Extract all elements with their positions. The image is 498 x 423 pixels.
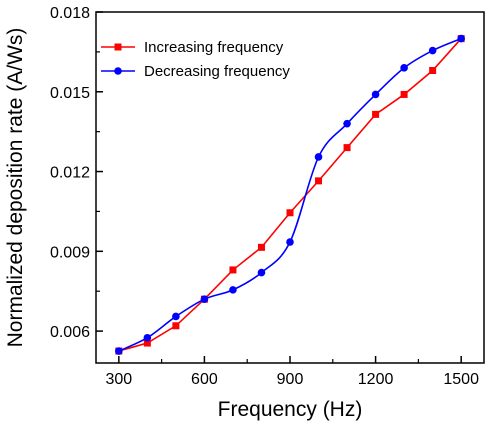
y-axis-title: Normalized deposition rate (A/Ws) <box>4 28 27 348</box>
data-point <box>457 34 465 43</box>
y-tick-label: 0.015 <box>50 85 90 102</box>
data-point <box>286 209 294 217</box>
minor-ticks <box>96 51 419 363</box>
data-point <box>172 322 180 330</box>
data-point <box>428 46 437 55</box>
data-point <box>229 286 237 294</box>
data-point <box>343 119 351 128</box>
data-point <box>229 266 237 274</box>
legend-item: Decreasing frequency <box>101 63 290 80</box>
data-point <box>400 64 408 72</box>
series-decreasing <box>115 34 465 355</box>
data-point <box>115 347 123 355</box>
x-tick-label: 1500 <box>443 371 479 388</box>
series-line <box>118 37 462 352</box>
legend-label: Decreasing frequency <box>144 63 290 80</box>
series-layer <box>115 34 465 355</box>
x-tick-label: 300 <box>105 371 132 388</box>
data-point <box>143 333 152 342</box>
legend-marker <box>114 43 122 51</box>
data-point <box>371 90 380 99</box>
data-point <box>172 312 180 321</box>
y-tick-label: 0.006 <box>50 324 90 341</box>
data-point <box>400 90 408 98</box>
y-tick-label: 0.009 <box>50 244 90 261</box>
y-tick-label: 0.018 <box>50 5 90 22</box>
data-point <box>315 177 323 185</box>
x-tick-label: 900 <box>277 371 304 388</box>
legend-marker <box>114 67 122 75</box>
data-point <box>429 67 437 74</box>
x-tick-label: 1200 <box>358 371 394 388</box>
legend-item: Increasing frequency <box>101 39 284 56</box>
legend: Increasing frequency Decreasing frequency <box>101 39 290 80</box>
data-point <box>343 144 351 152</box>
data-point <box>372 110 380 118</box>
x-axis-title: Frequency (Hz) <box>218 398 363 421</box>
series-increasing <box>115 35 465 355</box>
data-point <box>200 295 209 303</box>
data-point <box>143 339 151 347</box>
y-tick-label: 0.012 <box>50 165 90 182</box>
legend-label: Increasing frequency <box>144 39 284 56</box>
data-point <box>286 238 294 246</box>
x-tick-label: 600 <box>191 371 218 388</box>
data-point <box>314 153 323 161</box>
data-point <box>257 268 266 277</box>
series-line <box>118 38 462 352</box>
data-point <box>257 243 265 251</box>
axis-ticks: 300 600 900 1200 1500 0.006 0.009 0.012 0.015 0.0… <box>50 5 479 388</box>
